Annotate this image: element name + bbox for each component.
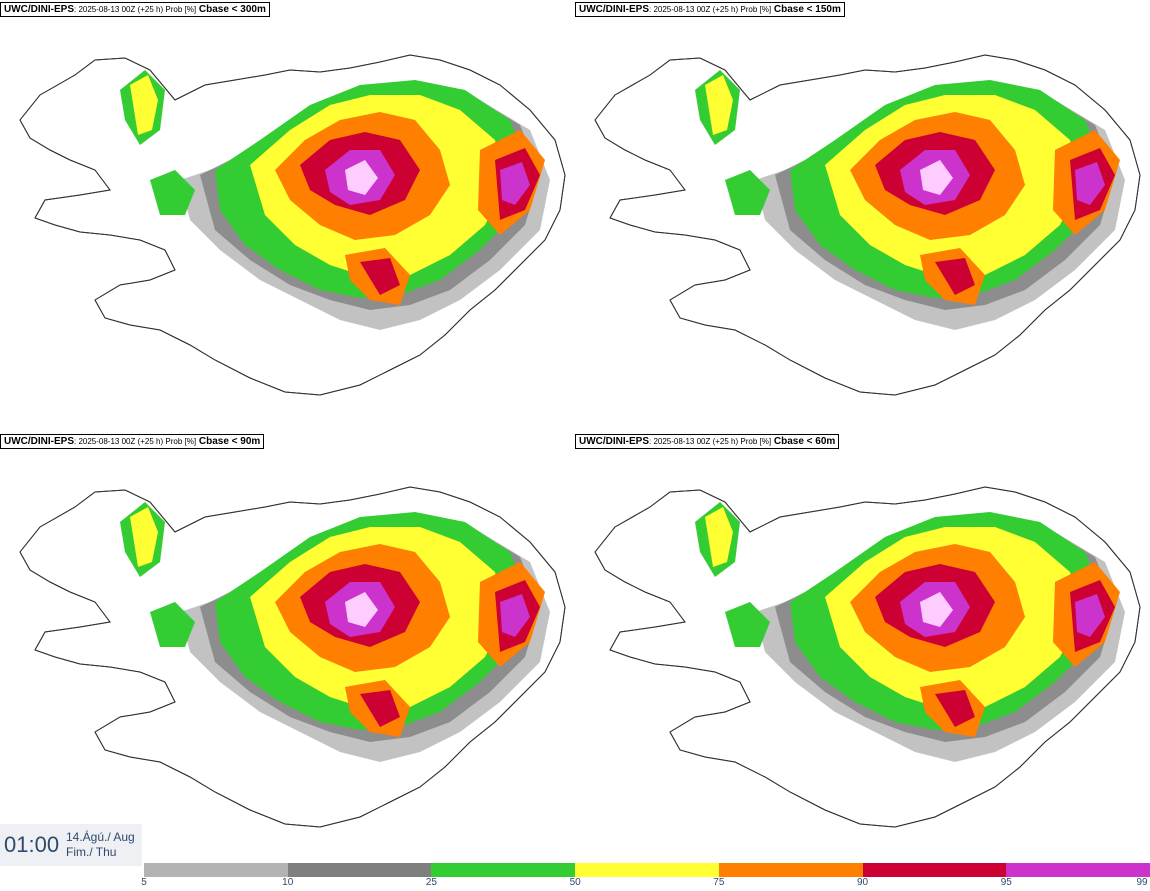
map-panel-cbase-150: UWC/DINI-EPS: 2025-08-13 00Z (+25 h) Pro…: [575, 0, 1150, 432]
probability-map: [19, 54, 566, 396]
run-info: : 2025-08-13 00Z (+25 h) Prob [%]: [649, 437, 772, 446]
run-info: : 2025-08-13 00Z (+25 h) Prob [%]: [74, 437, 197, 446]
model-name: UWC/DINI-EPS: [4, 4, 74, 15]
probability-map: [594, 486, 1141, 828]
variable-label: Cbase < 300m: [198, 4, 266, 15]
map-panel-cbase-60: UWC/DINI-EPS: 2025-08-13 00Z (+25 h) Pro…: [575, 432, 1150, 864]
legend-tick-label: 5: [141, 877, 147, 888]
run-info: : 2025-08-13 00Z (+25 h) Prob [%]: [74, 5, 197, 14]
legend-tick-label: 75: [713, 877, 725, 888]
legend-segment: [1006, 863, 1150, 877]
panel-title: UWC/DINI-EPS: 2025-08-13 00Z (+25 h) Pro…: [575, 434, 840, 449]
legend-tick-label: 10: [282, 877, 294, 888]
model-name: UWC/DINI-EPS: [579, 436, 649, 447]
panel-title: UWC/DINI-EPS: 2025-08-13 00Z (+25 h) Pro…: [0, 434, 265, 449]
legend-tick-label: 95: [1000, 877, 1012, 888]
legend-tick-label: 50: [569, 877, 581, 888]
map-panel-cbase-300: UWC/DINI-EPS: 2025-08-13 00Z (+25 h) Pro…: [0, 0, 575, 432]
valid-date-line-1: 14.Ágú./ Aug: [66, 830, 135, 844]
variable-label: Cbase < 60m: [773, 436, 836, 447]
legend-segment: [575, 863, 719, 877]
legend-tick-label: 25: [425, 877, 437, 888]
legend-tick-label: 99: [1136, 877, 1148, 888]
legend-segment: [862, 863, 1007, 877]
legend-colorbar: [144, 863, 1150, 877]
legend-segment: [718, 863, 863, 877]
valid-date-line-2: Fim./ Thu: [66, 845, 117, 859]
model-name: UWC/DINI-EPS: [579, 4, 649, 15]
map-panel-cbase-90: UWC/DINI-EPS: 2025-08-13 00Z (+25 h) Pro…: [0, 432, 575, 864]
variable-label: Cbase < 90m: [198, 436, 261, 447]
run-info: : 2025-08-13 00Z (+25 h) Prob [%]: [649, 5, 772, 14]
legend-segment: [144, 863, 288, 877]
probability-map: [19, 486, 566, 828]
model-name: UWC/DINI-EPS: [4, 436, 74, 447]
valid-date: 14.Ágú./ Aug Fim./ Thu: [66, 830, 135, 860]
legend-segment: [431, 863, 576, 877]
panel-title: UWC/DINI-EPS: 2025-08-13 00Z (+25 h) Pro…: [0, 2, 270, 17]
legend-tick-label: 90: [857, 877, 869, 888]
valid-time-box: 01:00 14.Ágú./ Aug Fim./ Thu: [0, 824, 142, 866]
variable-label: Cbase < 150m: [773, 4, 841, 15]
probability-map: [594, 54, 1141, 396]
panel-title: UWC/DINI-EPS: 2025-08-13 00Z (+25 h) Pro…: [575, 2, 845, 17]
valid-time-clock: 01:00: [4, 832, 60, 857]
legend-segment: [287, 863, 432, 877]
